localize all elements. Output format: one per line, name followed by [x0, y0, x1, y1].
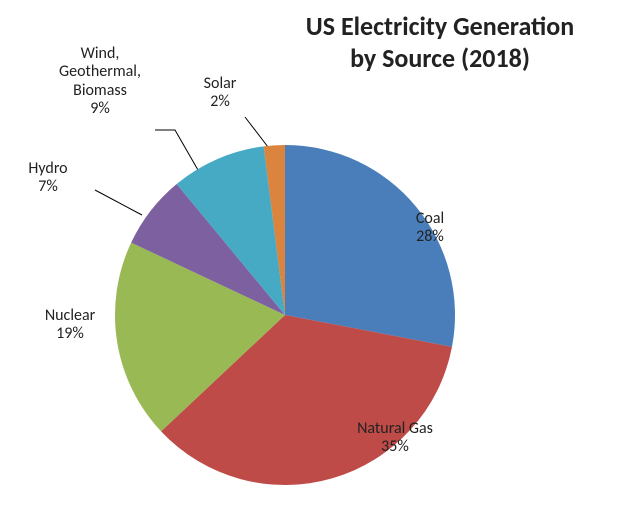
label-solar: Solar 2% — [204, 75, 237, 112]
label-wind-geothermal-biomass: Wind, Geothermal, Biomass 9% — [59, 45, 141, 119]
chart-container: US Electricity Generation by Source (201… — [0, 0, 640, 505]
label-hydro: Hydro 7% — [28, 160, 67, 197]
chart-title: US Electricity Generation by Source (201… — [250, 10, 630, 74]
leader-solar — [245, 117, 268, 147]
label-nuclear: Nuclear 19% — [45, 307, 95, 344]
label-coal: Coal 28% — [416, 210, 444, 247]
label-natural-gas: Natural Gas 35% — [357, 420, 433, 457]
